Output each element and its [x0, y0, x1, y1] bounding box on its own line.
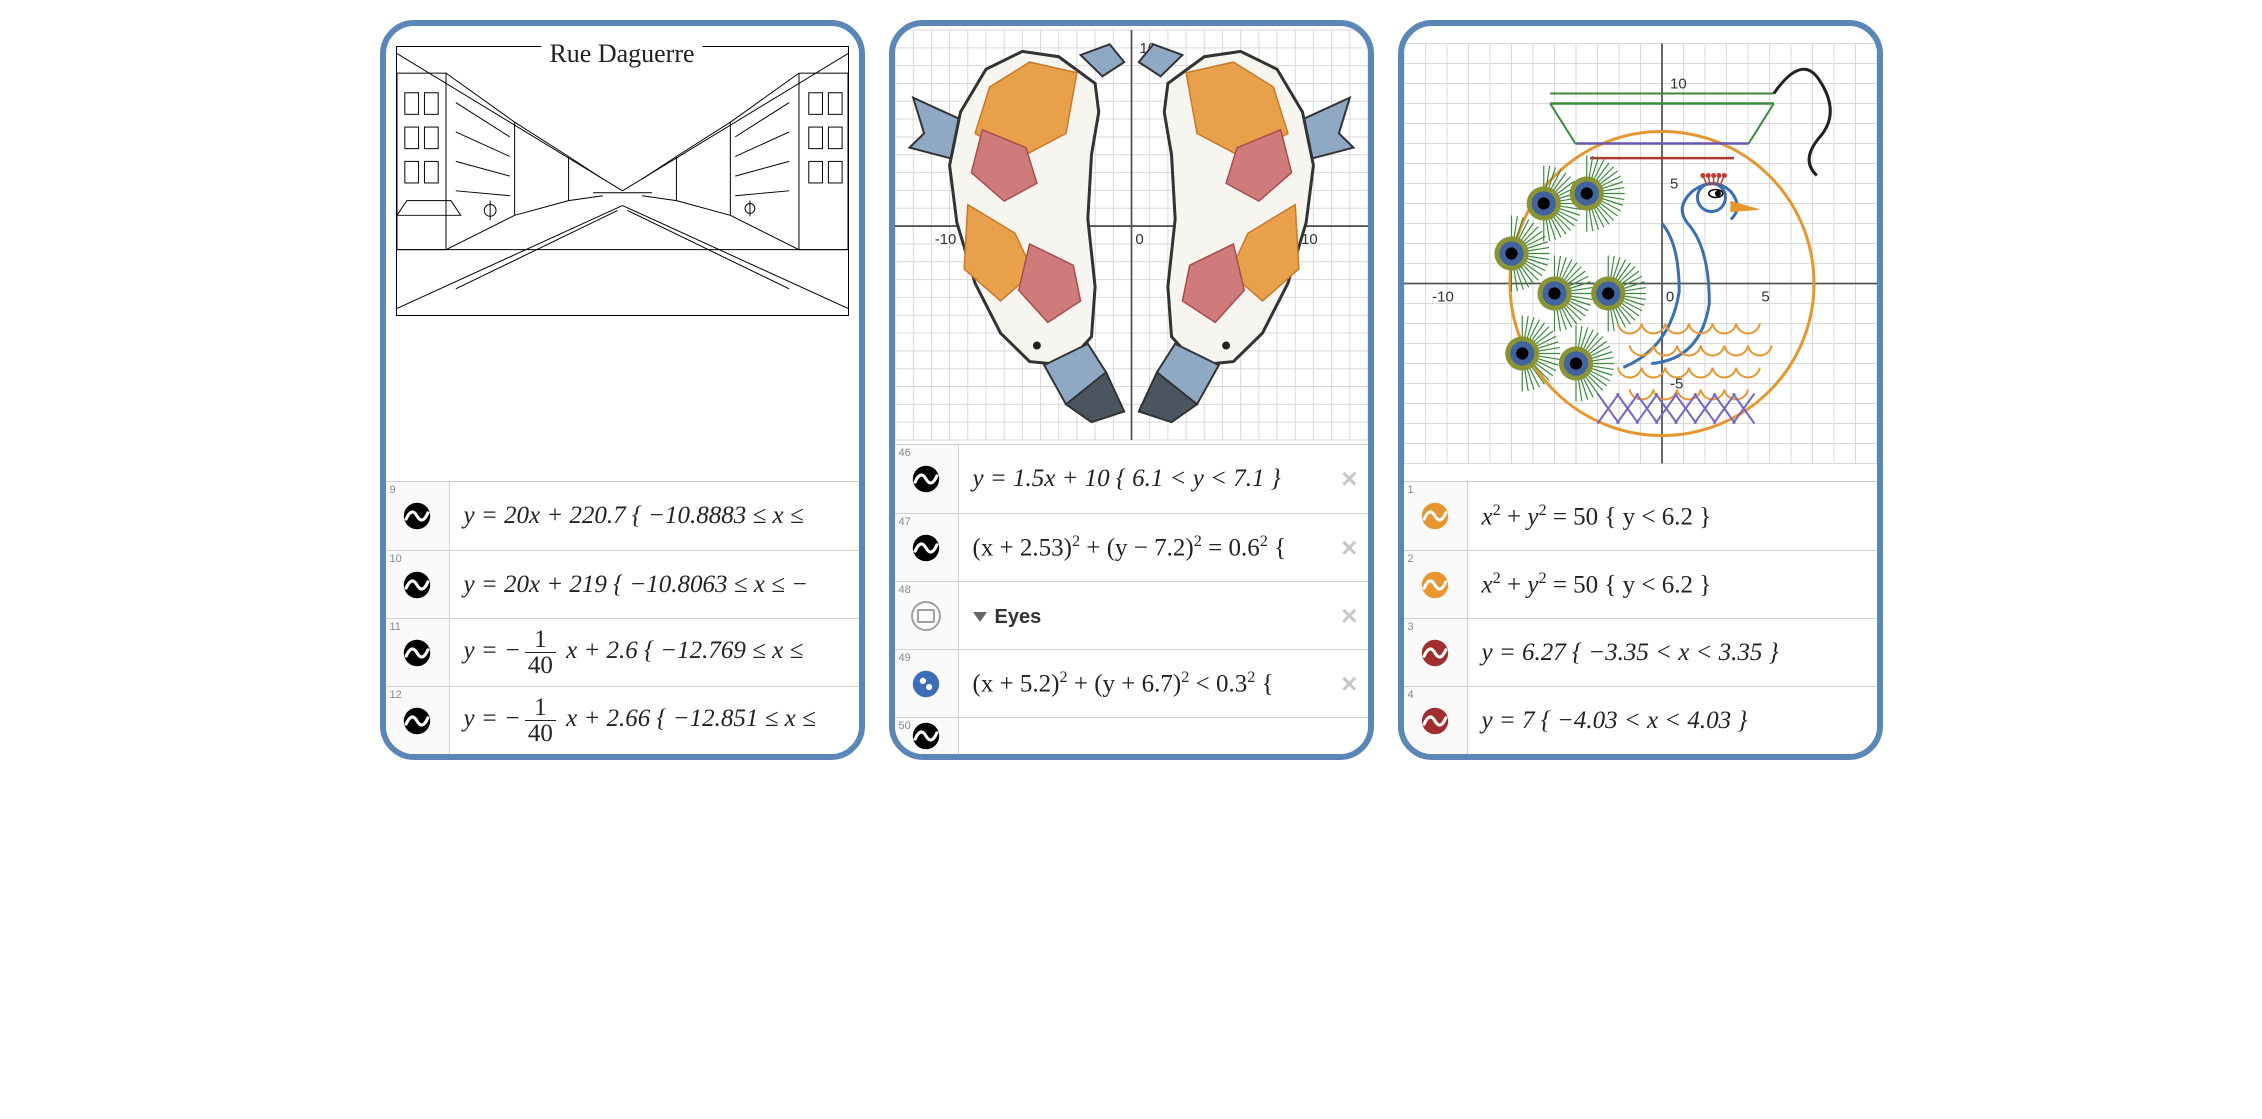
close-icon[interactable]: ×	[1341, 532, 1357, 564]
equation-text[interactable]: x2 + y2 = 50 { y < 6.2 }	[1468, 493, 1877, 539]
equation-number: 11	[390, 621, 401, 633]
equation-list-2: 46y = 1.5x + 10 { 6.1 < y < 7.1 }×47(x +…	[895, 444, 1368, 754]
equation-text[interactable]: y = 20x + 219 { −10.8063 ≤ x ≤ −	[450, 563, 859, 607]
wave-icon	[1417, 567, 1453, 603]
equation-row[interactable]: 10 y = 20x + 219 { −10.8063 ≤ x ≤ −	[386, 550, 859, 618]
street-drawing: Rue Daguerre	[396, 46, 849, 316]
equation-row[interactable]: 49 (x + 5.2)2 + (y + 6.7)2 < 0.32 {×	[895, 649, 1368, 717]
equation-text[interactable]: y = 6.27 { −3.35 < x < 3.35 }	[1468, 631, 1877, 675]
equation-row[interactable]: 48 Eyes×	[895, 581, 1368, 649]
equation-number: 3	[1408, 621, 1414, 633]
equation-list-3: 1 x2 + y2 = 50 { y < 6.2 } 2 x2 + y2 = 50 {…	[1404, 481, 1877, 754]
card-rue-daguerre: Rue Daguerre	[380, 20, 865, 760]
wave-icon	[399, 498, 435, 534]
equation-number: 2	[1408, 553, 1414, 565]
equation-row[interactable]: 9 y = 20x + 220.7 { −10.8883 ≤ x ≤	[386, 482, 859, 550]
peacock-svg: -10-505-5510	[1404, 26, 1877, 481]
street-title: Rue Daguerre	[541, 39, 702, 69]
equation-row[interactable]: 47 (x + 2.53)2 + (y − 7.2)2 = 0.62 {×	[895, 513, 1368, 581]
card-peacock: -10-505-5510 1x2 + y2 = 50 { y < 6.2 }2x…	[1398, 20, 1883, 760]
equation-number: 9	[390, 484, 396, 496]
wave-icon	[399, 703, 435, 739]
wave-icon	[1417, 498, 1453, 534]
svg-text:10: 10	[1670, 76, 1687, 93]
equation-text[interactable]: y = 20x + 220.7 { −10.8883 ≤ x ≤	[450, 494, 859, 538]
equation-text[interactable]: y = −140 x + 2.66 { −12.851 ≤ x ≤	[450, 687, 859, 754]
equation-text[interactable]: Eyes	[959, 594, 1368, 638]
wave-icon	[908, 530, 944, 566]
card-koi: -10010-1010 46y = 1.5x + 10 { 6.1 < y < …	[889, 20, 1374, 760]
close-icon[interactable]: ×	[1341, 668, 1357, 700]
equation-row[interactable]: 1 x2 + y2 = 50 { y < 6.2 }	[1404, 482, 1877, 550]
wave-icon	[1417, 703, 1453, 739]
koi-svg: -10010-1010	[895, 26, 1368, 444]
equation-row[interactable]: 46 y = 1.5x + 10 { 6.1 < y < 7.1 }×	[895, 445, 1368, 513]
equation-row[interactable]: 4 y = 7 { −4.03 < x < 4.03 }	[1404, 686, 1877, 754]
equation-row[interactable]: 2 x2 + y2 = 50 { y < 6.2 }	[1404, 550, 1877, 618]
region-icon	[908, 666, 944, 702]
wave-icon	[908, 461, 944, 497]
equation-number: 1	[1408, 484, 1414, 496]
folder-icon	[911, 601, 941, 631]
equation-text[interactable]: (x + 2.53)2 + (y − 7.2)2 = 0.62 {	[959, 524, 1368, 570]
equation-row[interactable]: 11 y = −140 x + 2.6 { −12.769 ≤ x ≤	[386, 618, 859, 686]
graph-area-1: Rue Daguerre	[386, 26, 859, 481]
equation-text[interactable]: x2 + y2 = 50 { y < 6.2 }	[1468, 561, 1877, 607]
close-icon[interactable]: ×	[1341, 463, 1357, 495]
street-svg	[397, 47, 848, 315]
svg-text:5: 5	[1670, 176, 1678, 193]
wave-icon	[399, 635, 435, 671]
wave-icon	[1417, 635, 1453, 671]
close-icon[interactable]: ×	[1341, 600, 1357, 632]
equation-number: 10	[390, 553, 402, 565]
svg-text:-10: -10	[934, 231, 956, 248]
graph-area-3[interactable]: -10-505-5510	[1404, 26, 1877, 481]
equation-row[interactable]: 12 y = −140 x + 2.66 { −12.851 ≤ x ≤	[386, 686, 859, 754]
wave-icon	[399, 567, 435, 603]
equation-text[interactable]: y = 1.5x + 10 { 6.1 < y < 7.1 }	[959, 457, 1368, 501]
equation-row[interactable]: 50	[895, 717, 1368, 754]
equation-number: 50	[899, 720, 911, 732]
svg-text:5: 5	[1761, 289, 1769, 306]
equation-row[interactable]: 3 y = 6.27 { −3.35 < x < 3.35 }	[1404, 618, 1877, 686]
equation-number: 48	[899, 584, 911, 596]
equation-number: 46	[899, 447, 911, 459]
equation-number: 12	[390, 689, 402, 701]
equation-text[interactable]: (x + 5.2)2 + (y + 6.7)2 < 0.32 {	[959, 660, 1368, 706]
graph-area-2[interactable]: -10010-1010	[895, 26, 1368, 444]
svg-text:0: 0	[1135, 231, 1143, 248]
wave-icon	[908, 718, 944, 754]
equation-number: 4	[1408, 689, 1414, 701]
equation-number: 47	[899, 516, 911, 528]
equation-text[interactable]: y = −140 x + 2.6 { −12.769 ≤ x ≤	[450, 619, 859, 686]
svg-text:-10: -10	[1432, 289, 1454, 306]
equation-text[interactable]	[959, 728, 1368, 744]
caret-down-icon	[973, 612, 987, 622]
svg-text:0: 0	[1665, 289, 1673, 306]
equation-list-1: 9 y = 20x + 220.7 { −10.8883 ≤ x ≤ 10 y = 2…	[386, 481, 859, 754]
equation-number: 49	[899, 652, 911, 664]
equation-text[interactable]: y = 7 { −4.03 < x < 4.03 }	[1468, 699, 1877, 743]
